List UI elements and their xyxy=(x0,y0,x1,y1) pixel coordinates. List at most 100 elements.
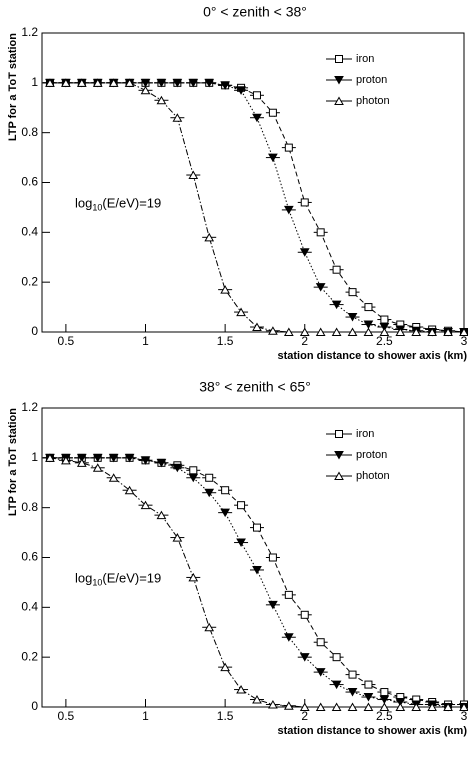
marker xyxy=(283,327,294,336)
x-tick-label: 1 xyxy=(142,709,149,723)
series-line xyxy=(49,457,464,706)
marker xyxy=(268,153,278,163)
marker xyxy=(348,288,357,297)
marker xyxy=(92,463,103,472)
chart-title: 38° < zenith < 65° xyxy=(199,379,311,395)
marker xyxy=(124,78,135,87)
marker xyxy=(188,473,199,483)
legend-marker xyxy=(334,471,344,480)
y-axis-title: LTP for a ToT station xyxy=(7,33,19,141)
annotation-part: (E/eV)=19 xyxy=(102,196,161,211)
marker xyxy=(364,303,373,312)
marker xyxy=(379,327,390,336)
marker xyxy=(347,702,358,711)
legend-marker xyxy=(335,430,343,438)
marker xyxy=(205,473,214,482)
x-tick-label: 1 xyxy=(142,334,149,348)
marker xyxy=(363,320,374,330)
legend-marker xyxy=(334,96,344,105)
annotation-part: log xyxy=(75,196,92,211)
marker xyxy=(380,688,389,697)
legend-label: proton xyxy=(356,74,387,86)
marker xyxy=(220,662,230,672)
marker xyxy=(331,300,342,310)
marker xyxy=(237,501,246,510)
y-tick-label: 0.4 xyxy=(21,225,38,239)
marker xyxy=(172,533,183,542)
marker xyxy=(140,500,151,510)
marker xyxy=(395,698,406,707)
y-tick-label: 0.8 xyxy=(21,125,38,139)
legend-label: photon xyxy=(356,470,390,482)
marker xyxy=(316,638,325,647)
marker xyxy=(252,91,261,100)
y-tick-label: 0.6 xyxy=(21,550,38,564)
marker xyxy=(283,205,294,215)
chart-title: 0° < zenith < 38° xyxy=(203,4,307,20)
marker xyxy=(108,473,119,482)
y-axis-title: LTP for a ToT station xyxy=(7,408,19,516)
marker xyxy=(76,78,87,87)
marker xyxy=(364,680,373,689)
marker xyxy=(140,85,151,95)
x-axis-title: station distance to shower axis (km) xyxy=(278,350,468,362)
marker xyxy=(427,702,438,711)
marker xyxy=(363,693,374,702)
marker xyxy=(380,315,389,324)
plot-frame xyxy=(41,407,465,708)
annotation-part: log xyxy=(75,571,92,586)
marker xyxy=(299,248,310,257)
marker xyxy=(188,78,199,88)
legend-label: iron xyxy=(356,53,374,65)
marker xyxy=(363,702,374,711)
marker xyxy=(300,198,309,207)
marker xyxy=(348,670,357,679)
marker xyxy=(252,565,262,575)
x-axis-title: station distance to shower axis (km) xyxy=(278,725,468,737)
marker xyxy=(459,327,468,336)
marker xyxy=(363,327,374,336)
marker xyxy=(427,327,438,336)
marker xyxy=(347,688,358,697)
marker xyxy=(379,323,390,332)
marker xyxy=(283,633,294,642)
y-tick-label: 0.2 xyxy=(21,274,38,288)
marker xyxy=(459,702,468,711)
x-tick-label: 3 xyxy=(461,334,468,348)
marker xyxy=(156,510,167,520)
marker xyxy=(331,680,342,690)
y-tick-label: 0.2 xyxy=(21,649,38,663)
marker xyxy=(220,508,230,518)
marker xyxy=(61,78,71,87)
marker xyxy=(252,523,261,532)
marker xyxy=(268,553,277,562)
y-tick-label: 0 xyxy=(31,699,38,713)
marker xyxy=(189,466,198,475)
marker xyxy=(108,78,119,87)
marker xyxy=(411,327,422,336)
marker xyxy=(284,590,293,599)
y-tick-label: 0 xyxy=(31,324,38,338)
marker xyxy=(204,488,215,498)
x-tick-label: 3 xyxy=(461,709,468,723)
marker xyxy=(315,702,326,711)
series-line xyxy=(49,457,464,708)
marker xyxy=(379,702,390,711)
marker xyxy=(45,453,55,462)
annotation: log10(E/eV)=19 xyxy=(75,196,161,213)
marker xyxy=(316,228,325,237)
marker xyxy=(332,653,341,662)
marker xyxy=(284,143,293,152)
marker xyxy=(395,702,406,711)
marker xyxy=(156,458,167,468)
marker xyxy=(332,265,341,274)
x-tick-label: 2 xyxy=(301,334,308,348)
annotation-part: (E/eV)=19 xyxy=(102,571,161,586)
marker xyxy=(236,685,246,694)
marker xyxy=(61,455,71,465)
marker xyxy=(172,78,183,88)
x-tick-label: 1.5 xyxy=(217,334,234,348)
marker xyxy=(236,86,246,95)
y-tick-label: 0.8 xyxy=(21,500,38,514)
